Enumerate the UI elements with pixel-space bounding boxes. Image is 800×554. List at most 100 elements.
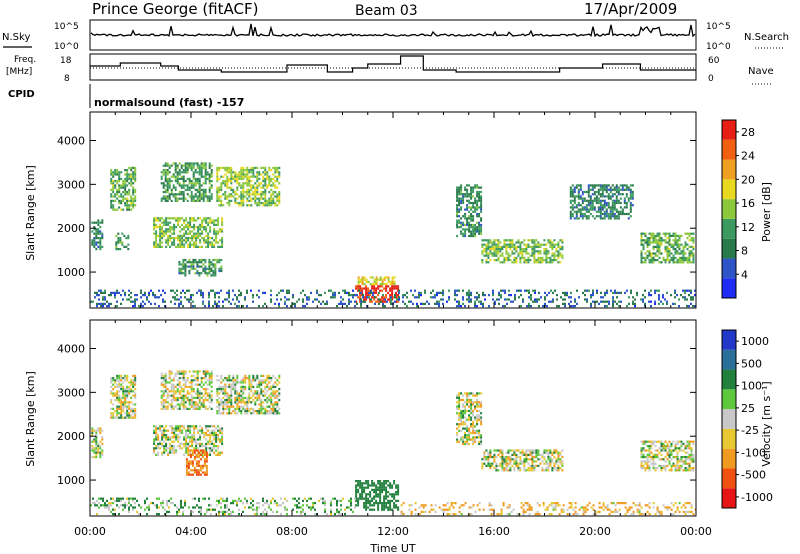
heatmap-cell <box>506 298 508 301</box>
heatmap-cell <box>182 184 185 187</box>
heatmap-cell <box>397 488 400 491</box>
heatmap-cell <box>209 230 212 233</box>
heatmap-cell <box>198 390 201 393</box>
heatmap-cell <box>611 201 614 205</box>
heatmap-cell <box>200 162 203 165</box>
heatmap-cell <box>205 219 208 222</box>
heatmap-cell <box>551 252 554 255</box>
heatmap-cell <box>193 237 196 240</box>
heatmap-cell <box>204 305 206 308</box>
heatmap-cell <box>200 197 203 200</box>
heatmap-cell <box>672 234 675 237</box>
heatmap-cell <box>174 296 176 299</box>
heatmap-cell <box>472 219 475 222</box>
heatmap-cell <box>266 204 269 207</box>
heatmap-cell <box>188 182 191 185</box>
heatmap-cell <box>585 215 588 218</box>
heatmap-cell <box>179 447 182 450</box>
heatmap-cell <box>236 407 239 410</box>
heatmap-cell <box>190 193 193 196</box>
heatmap-cell <box>209 217 212 220</box>
heatmap-cell <box>254 401 257 404</box>
heatmap-cell <box>224 166 227 169</box>
heatmap-cell <box>468 210 471 213</box>
heatmap-cell <box>280 298 282 301</box>
heatmap-cell <box>174 162 177 165</box>
heatmap-cell <box>128 390 131 393</box>
heatmap-cell <box>548 300 550 303</box>
heatmap-cell <box>670 259 673 262</box>
heatmap-cell <box>208 267 211 270</box>
heatmap-cell <box>218 267 221 270</box>
heatmap-cell <box>664 250 667 253</box>
heatmap-cell <box>558 305 560 308</box>
heatmap-cell <box>207 429 210 432</box>
heatmap-cell <box>680 259 683 262</box>
heatmap-cell <box>381 508 384 511</box>
heatmap-cell <box>162 379 165 382</box>
heatmap-cell <box>258 394 261 397</box>
heatmap-cell <box>232 377 235 380</box>
heatmap-cell <box>603 201 606 205</box>
heatmap-cell <box>684 298 686 301</box>
heatmap-cell <box>242 204 245 207</box>
heatmap-cell <box>561 241 564 244</box>
heatmap-cell <box>278 173 281 176</box>
heatmap-cell <box>222 401 225 404</box>
heatmap-cell <box>466 193 469 196</box>
heatmap-cell <box>208 392 211 395</box>
heatmap-cell <box>217 241 220 244</box>
heatmap-cell <box>658 234 661 237</box>
heatmap-cell <box>236 377 239 380</box>
heatmap-cell <box>168 193 171 196</box>
heatmap-cell <box>258 289 260 292</box>
heatmap-cell <box>99 245 102 248</box>
heatmap-cell <box>226 407 229 410</box>
heatmap-cell <box>599 204 602 207</box>
heatmap-cell <box>226 184 229 187</box>
heatmap-cell <box>470 195 473 198</box>
heatmap-cell <box>609 215 612 218</box>
heatmap-cell <box>197 464 200 467</box>
heatmap-cell <box>220 377 223 380</box>
heatmap-cell <box>198 191 201 194</box>
heatmap-cell <box>114 410 117 413</box>
heatmap-cell <box>197 460 200 463</box>
heatmap-cell <box>169 245 172 248</box>
heatmap-cell <box>200 258 203 262</box>
heatmap-cell <box>533 241 536 244</box>
heatmap-cell <box>220 202 223 205</box>
heatmap-cell <box>690 261 693 264</box>
heatmap-cell <box>466 418 469 421</box>
heatmap-cell <box>678 259 681 262</box>
heatmap-cell <box>242 379 245 382</box>
heatmap-cell <box>157 438 160 441</box>
heatmap-cell <box>266 175 269 178</box>
heatmap-cell <box>385 504 388 507</box>
heatmap-cell <box>593 186 596 189</box>
heatmap-cell <box>114 184 117 187</box>
heatmap-cell <box>534 289 536 292</box>
heatmap-cell <box>607 195 610 198</box>
heatmap-cell <box>658 232 661 235</box>
heatmap-cell <box>599 186 602 189</box>
heatmap-cell <box>640 261 643 264</box>
heatmap-cell <box>185 462 188 465</box>
heatmap-cell <box>416 305 418 308</box>
heatmap-cell <box>166 169 169 172</box>
heatmap-cell <box>170 403 173 406</box>
heatmap-cell <box>189 232 192 235</box>
heatmap-cell <box>197 245 200 248</box>
heatmap-cell <box>114 199 117 202</box>
heatmap-cell <box>629 190 632 194</box>
heatmap-cell <box>118 401 121 404</box>
heatmap-cell <box>470 405 473 408</box>
heatmap-cell <box>480 230 483 233</box>
heatmap-cell <box>379 276 382 279</box>
heatmap-cell <box>674 296 676 299</box>
heatmap-cell <box>240 166 243 169</box>
heatmap-cell <box>175 429 178 432</box>
heatmap-cell <box>187 237 190 240</box>
heatmap-cell <box>587 208 590 211</box>
heatmap-cell <box>501 460 504 463</box>
